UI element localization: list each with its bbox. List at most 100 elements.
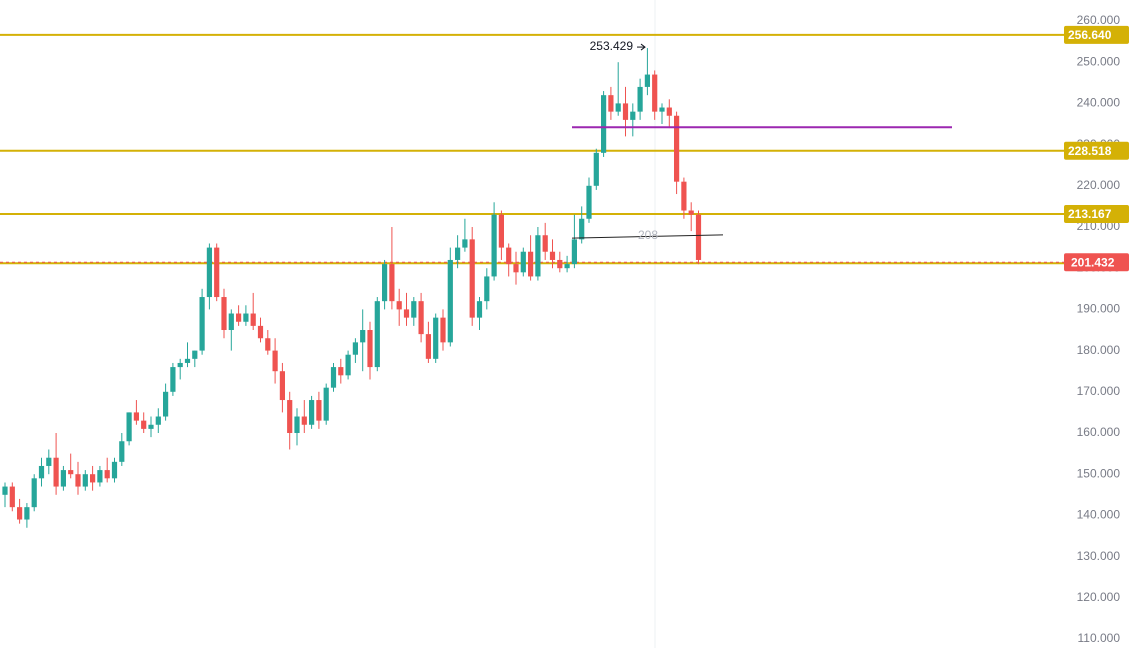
candle-body [111, 461, 118, 479]
candle-body [469, 239, 475, 318]
candle-body [637, 86, 643, 112]
candle-body [82, 474, 88, 487]
candle-body [374, 301, 380, 368]
overlays: 208 253.429 [571, 39, 952, 242]
candle-body [418, 301, 424, 335]
candle-body [367, 330, 373, 368]
high-arrowhead [640, 43, 646, 51]
y-tick-label: 250.000 [1077, 54, 1121, 68]
candle-body [316, 400, 322, 421]
candle-body [330, 367, 337, 388]
candle-body [184, 358, 191, 363]
y-tick-label: 180.000 [1077, 343, 1121, 357]
candle-body [411, 301, 417, 318]
candle-body [68, 470, 74, 475]
candle-body [192, 350, 198, 359]
candle-body [214, 247, 220, 298]
candle-body [564, 264, 570, 269]
candle-body [506, 247, 512, 265]
level-label-box [1064, 204, 1129, 223]
candle-body [309, 400, 315, 425]
candle-body [243, 313, 249, 322]
candle-body [608, 95, 614, 112]
candle-body [177, 362, 183, 368]
candle-body [141, 420, 147, 429]
high-annotation: 253.429 [590, 39, 634, 53]
candle-body [46, 457, 52, 466]
y-tick-label: 130.000 [1077, 549, 1121, 563]
candle-body [206, 247, 212, 298]
candle-body [403, 309, 410, 318]
candle-body [622, 103, 629, 120]
y-tick-label: 260.000 [1077, 13, 1121, 27]
candle-body [163, 391, 169, 417]
y-tick-label: 140.000 [1077, 508, 1121, 522]
last-price-label: 201.432 [1071, 255, 1115, 269]
trend-line [571, 234, 724, 239]
candle-body [265, 338, 271, 351]
y-tick-label: 110.000 [1078, 631, 1121, 645]
candle-body [148, 424, 154, 429]
candle-body [528, 251, 534, 277]
candle-body [104, 470, 110, 479]
candle-body [90, 474, 96, 483]
candle-body [352, 342, 358, 355]
candle-body [688, 210, 694, 215]
candle-body [498, 214, 504, 248]
candle-body [31, 478, 37, 508]
candle-body [323, 387, 329, 421]
candle-body [425, 334, 431, 359]
candle-body [652, 74, 658, 112]
candle-body [228, 313, 234, 330]
candle-body [389, 264, 395, 302]
candle-body [119, 441, 125, 462]
candle-body [571, 239, 577, 265]
candle-body [484, 276, 490, 302]
candle-body [549, 251, 556, 260]
candle-body [447, 259, 453, 343]
candle-body [586, 185, 592, 219]
y-tick-label: 190.000 [1077, 302, 1121, 316]
candle-body [455, 247, 461, 260]
candle-body [53, 457, 59, 487]
candle-body [476, 301, 483, 318]
y-tick-label: 170.000 [1077, 384, 1121, 398]
candle-body [462, 239, 468, 248]
candle-body [9, 486, 15, 508]
candle-body [557, 259, 563, 269]
levels [0, 33, 1064, 265]
candle-body [133, 412, 139, 421]
candle-body [294, 416, 300, 433]
candle-body [272, 350, 278, 372]
candles [2, 48, 702, 528]
y-tick-label: 240.000 [1077, 96, 1121, 110]
candle-body [38, 465, 45, 479]
candle-body [520, 251, 526, 273]
candle-body [535, 235, 541, 277]
candle-body [630, 111, 636, 120]
candle-body [257, 325, 264, 339]
candle-body [695, 214, 702, 260]
candle-body [97, 470, 103, 483]
candle-body [279, 371, 285, 401]
candle-body [579, 218, 585, 240]
candle-body [440, 317, 446, 343]
candle-body [17, 507, 23, 520]
candle-body [60, 470, 66, 487]
candle-body [382, 264, 388, 302]
level-label-box [1064, 25, 1129, 44]
candle-body [666, 107, 672, 116]
level-label-box [1064, 141, 1129, 160]
candle-body [615, 103, 621, 112]
candle-body [433, 317, 439, 359]
candle-body [2, 486, 8, 495]
level-label: 256.640 [1068, 28, 1112, 42]
y-tick-label: 120.000 [1077, 590, 1121, 604]
candle-body [345, 354, 351, 376]
candle-body [491, 214, 497, 277]
level-label: 213.167 [1068, 207, 1112, 221]
y-tick-label: 160.000 [1077, 425, 1121, 439]
candle-body [593, 152, 599, 186]
candle-body [674, 115, 680, 182]
